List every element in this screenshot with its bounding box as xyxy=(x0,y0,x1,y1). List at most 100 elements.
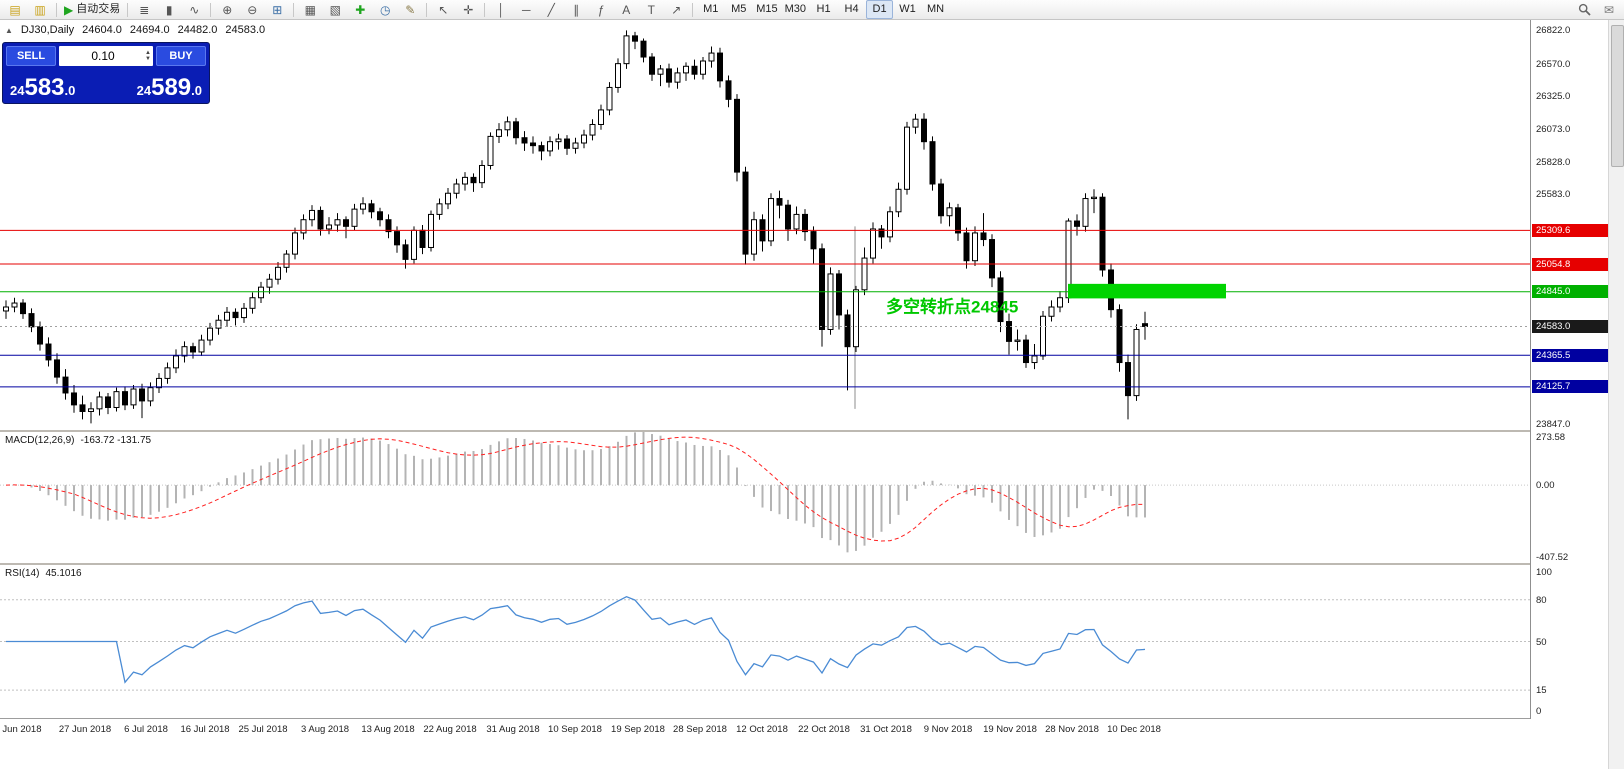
arrows-button[interactable]: ↗ xyxy=(664,0,688,19)
candle-body xyxy=(963,232,970,262)
main-chart[interactable]: 多空转折点24845 xyxy=(0,20,1531,430)
grid-button[interactable]: ⊞ xyxy=(265,0,289,19)
candle-body xyxy=(1125,362,1131,397)
trendline-button[interactable]: ╱ xyxy=(539,0,563,19)
new-order-button[interactable]: ▤ xyxy=(3,0,27,19)
timeframe-m5-button[interactable]: M5 xyxy=(725,0,752,19)
label-button[interactable]: T xyxy=(639,0,663,19)
bid-price[interactable]: 24583.0 xyxy=(10,76,75,100)
ask-big-digits: 589 xyxy=(151,74,192,101)
candle-body xyxy=(768,198,774,242)
channel-button[interactable]: ∥ xyxy=(564,0,588,19)
candle-body xyxy=(827,273,834,330)
fibonacci-button[interactable]: ƒ xyxy=(589,0,613,19)
bid-prefix: 24 xyxy=(10,83,25,98)
time-axis[interactable]: 8 Jun 2018 27 Jun 2018 6 Jul 2018 16 Jul 20… xyxy=(0,719,1608,769)
candle-body xyxy=(385,219,392,233)
candle-body xyxy=(496,129,502,137)
price-axis-label: 26570.0 xyxy=(1536,58,1571,70)
tile-windows-button[interactable]: ▦ xyxy=(298,0,322,19)
time-axis-label: 19 Nov 2018 xyxy=(983,724,1037,735)
timeframe-m30-button[interactable]: M30 xyxy=(782,0,809,19)
zoom-out-button[interactable]: ⊖ xyxy=(240,0,264,19)
candle-body xyxy=(462,176,468,185)
lot-size-value[interactable]: 0.10 xyxy=(91,49,115,63)
price-axis-label: 26325.0 xyxy=(1536,91,1571,103)
trendline-glyph: ╱ xyxy=(547,2,555,17)
cursor-button[interactable]: ↖ xyxy=(431,0,455,19)
timeframe-h1-button[interactable]: H1 xyxy=(810,0,837,19)
label-glyph: T xyxy=(647,2,655,17)
vertical-scrollbar[interactable] xyxy=(1608,20,1624,769)
buy-button[interactable]: BUY xyxy=(156,46,206,66)
candle-body xyxy=(156,377,162,389)
scrollbar-thumb[interactable] xyxy=(1611,25,1624,167)
candle-body xyxy=(1006,321,1012,342)
collapse-icon[interactable]: ▲ xyxy=(5,25,13,35)
time-axis-label: 13 Aug 2018 xyxy=(361,724,415,735)
annotation-text[interactable]: 多空转折点24845 xyxy=(886,296,1018,316)
time-axis-label: 22 Oct 2018 xyxy=(798,724,850,735)
price-axis[interactable]: 26822.0 26570.0 26325.0 26073.0 25828.0 25583… xyxy=(1530,20,1608,719)
crosshair-button[interactable]: ✛ xyxy=(456,0,480,19)
candle-body xyxy=(190,346,196,353)
new-chart-glyph: ▥ xyxy=(34,2,46,17)
vertical-line-button[interactable]: │ xyxy=(489,0,513,19)
rsi-panel[interactable] xyxy=(0,565,1531,718)
time-axis-label: 27 Jun 2018 xyxy=(58,724,112,735)
new-chart-button[interactable]: ▥ xyxy=(28,0,52,19)
candlestick-chart-button[interactable]: ▮ xyxy=(157,0,181,19)
candle-body xyxy=(173,355,179,369)
time-axis-label: 25 Jul 2018 xyxy=(238,724,288,735)
ask-price[interactable]: 24589.0 xyxy=(137,76,202,100)
price-badge: 24125.7 xyxy=(1532,380,1608,394)
auto-trading-button[interactable]: ▶ 自动交易 xyxy=(61,0,123,19)
fibonacci-glyph: ƒ xyxy=(597,2,605,17)
rectangle-object[interactable] xyxy=(1068,283,1226,299)
toolbar-group: ▤ ▥ xyxy=(3,0,52,19)
periods-glyph: ◷ xyxy=(379,2,391,17)
text-button[interactable]: A xyxy=(614,0,638,19)
candle-body xyxy=(700,60,706,75)
macd-label: MACD(12,26,9) -163.72 -131.75 xyxy=(5,435,151,446)
one-click-controls: SELL 0.10 ▲ ▼ BUY xyxy=(6,46,206,66)
candle-body xyxy=(224,311,230,321)
cascade-windows-button[interactable]: ▧ xyxy=(323,0,347,19)
zoom-in-button[interactable]: ⊕ xyxy=(215,0,239,19)
timeframe-w1-button[interactable]: W1 xyxy=(894,0,921,19)
templates-button[interactable]: ✎ xyxy=(398,0,422,19)
panel-splitter[interactable] xyxy=(0,430,1608,432)
search-glyph xyxy=(1578,3,1591,16)
time-axis-label: 6 Jul 2018 xyxy=(124,724,168,735)
lot-size-field[interactable]: 0.10 ▲ ▼ xyxy=(59,46,153,66)
timeframe-h4-button[interactable]: H4 xyxy=(838,0,865,19)
macd-panel[interactable] xyxy=(0,432,1531,563)
panel-splitter[interactable] xyxy=(0,563,1608,565)
indicator-axis-label: 80 xyxy=(1536,594,1547,606)
candle-body xyxy=(181,346,188,357)
lot-decrease-button[interactable]: ▼ xyxy=(145,56,151,62)
candle-body xyxy=(921,118,927,143)
line-chart-button[interactable]: ∿ xyxy=(182,0,206,19)
timeframe-d1-button[interactable]: D1 xyxy=(866,0,894,19)
lot-increase-button[interactable]: ▲ xyxy=(145,50,151,56)
timeframe-m15-button[interactable]: M15 xyxy=(753,0,780,19)
timeframe-m1-button[interactable]: M1 xyxy=(697,0,724,19)
candle-body xyxy=(861,257,868,291)
horizontal-line-button[interactable]: ─ xyxy=(514,0,538,19)
periods-button[interactable]: ◷ xyxy=(373,0,397,19)
candle-body xyxy=(394,231,400,246)
toolbar-separator xyxy=(426,2,428,17)
bar-chart-button[interactable]: ≣ xyxy=(132,0,156,19)
time-axis-label: 28 Sep 2018 xyxy=(673,724,727,735)
sell-button[interactable]: SELL xyxy=(6,46,56,66)
alerts-button[interactable]: ✉ xyxy=(1597,0,1621,19)
candle-body xyxy=(623,35,630,65)
timeframe-mn-button[interactable]: MN xyxy=(922,0,949,19)
candle-body xyxy=(530,142,536,147)
candle-body xyxy=(45,343,52,361)
search-icon[interactable] xyxy=(1572,0,1596,19)
candle-body xyxy=(1057,297,1063,308)
add-indicator-button[interactable]: ✚ xyxy=(348,0,372,19)
one-click-trading-panel: SELL 0.10 ▲ ▼ BUY 24583.0 24589.0 xyxy=(2,42,210,104)
